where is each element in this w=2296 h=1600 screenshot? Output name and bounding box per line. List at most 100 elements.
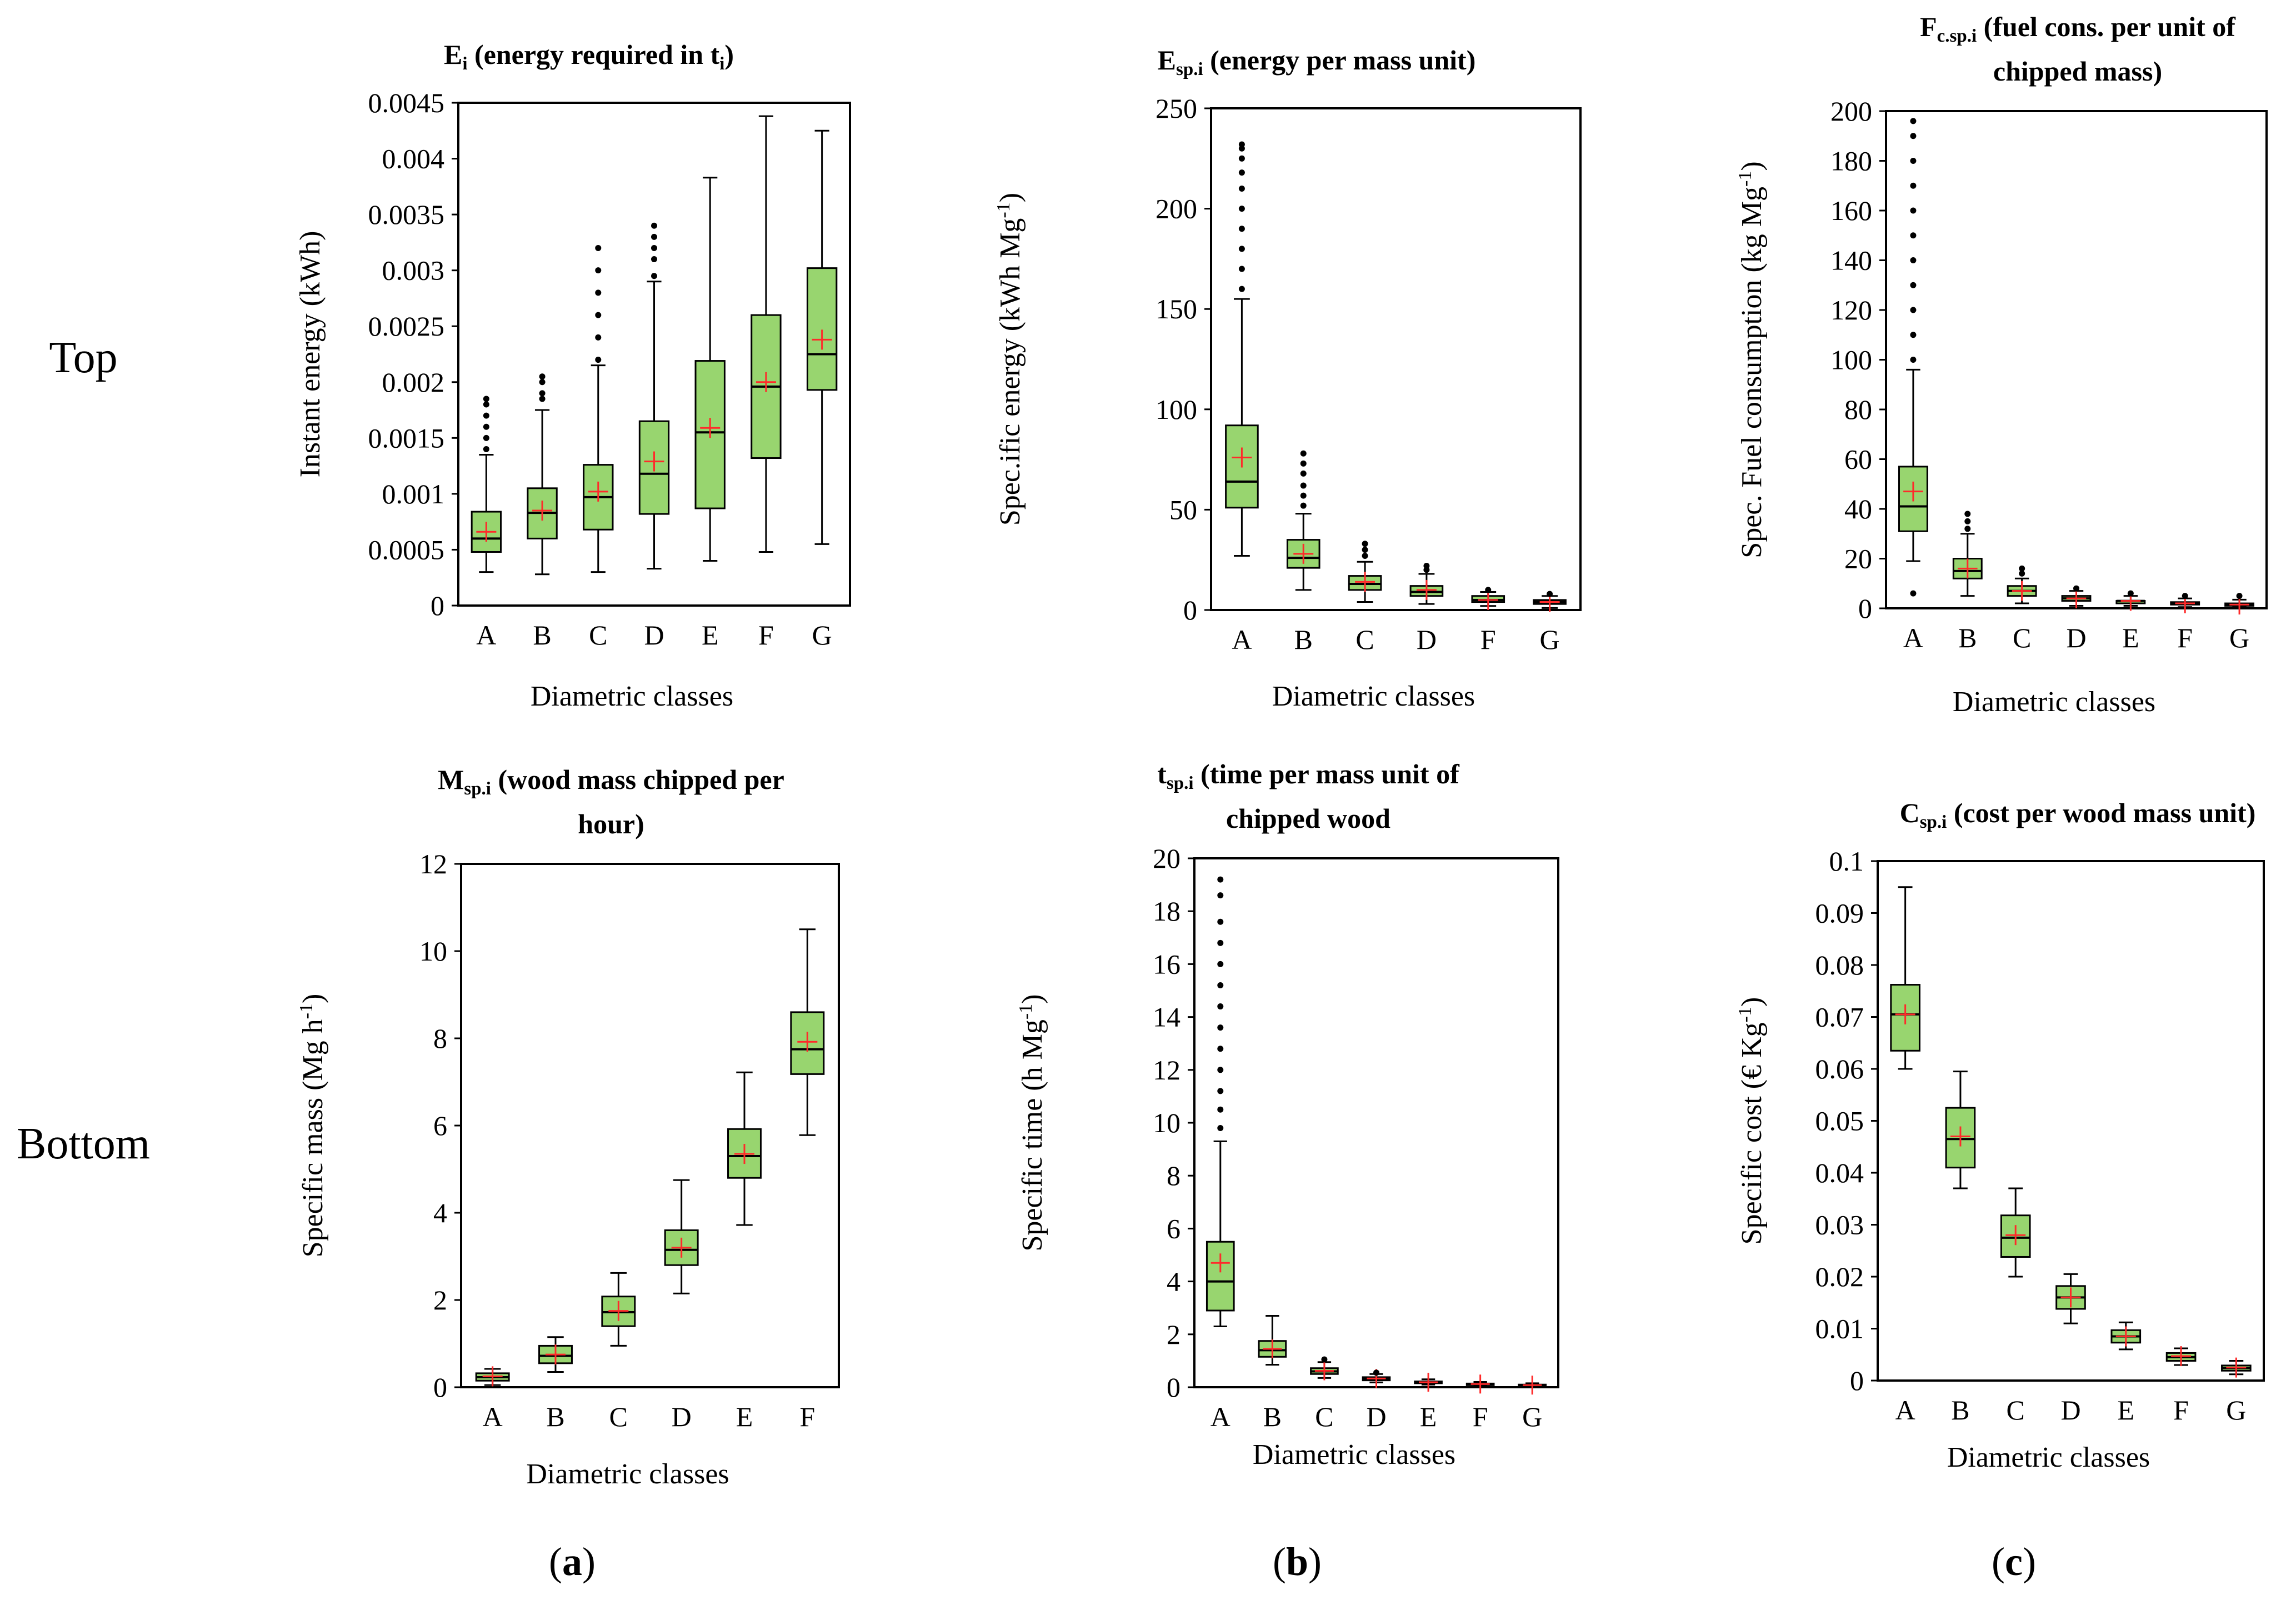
y-tick-label: 0.001	[382, 478, 445, 509]
chart-4: Msp.i (wood mass chipped per hour) Specifi…	[296, 764, 840, 1490]
y-tick-label: 0.05	[1815, 1106, 1864, 1137]
outlier-point	[1217, 876, 1224, 883]
panel-label-c: (c)	[1992, 1539, 2036, 1584]
y-axis-label: Specific cost (€ Kg-1)	[1735, 997, 1768, 1245]
y-tick-label: 0.003	[382, 255, 445, 286]
y-tick-label: 0	[1850, 1365, 1864, 1396]
x-tick-label: G	[812, 619, 832, 651]
y-tick-label: 0.0045	[368, 87, 445, 118]
y-tick-label: 0	[1183, 594, 1197, 626]
box-G	[2221, 1357, 2252, 1378]
outlier-point	[1238, 169, 1245, 176]
panel-label-a: (a)	[549, 1539, 596, 1584]
outlier-point	[1964, 518, 1971, 524]
x-tick-label: D	[2060, 1394, 2080, 1426]
outlier-point	[2019, 570, 2025, 577]
y-tick-label: 12	[1153, 1054, 1180, 1086]
box-C	[2000, 1187, 2031, 1278]
outlier-point	[1910, 118, 1917, 124]
outlier-point	[1910, 207, 1917, 214]
outlier-point	[1217, 1125, 1224, 1132]
y-axis-label: Spec. Fuel consumption (kg Mg-1)	[1735, 161, 1768, 558]
x-tick-label: B	[533, 619, 551, 651]
outlier-point	[483, 396, 489, 402]
box-B	[1286, 450, 1320, 591]
chart-title: Esp.i (energy per mass unit)	[1158, 44, 1476, 79]
outlier-point	[1423, 563, 1430, 569]
x-tick-label: E	[2118, 1394, 2135, 1426]
box-D	[1409, 563, 1444, 605]
plot-frame	[460, 863, 840, 1388]
x-axis-label: Diametric classes	[1253, 1439, 1455, 1471]
x-tick-label: C	[609, 1401, 628, 1432]
outlier-point	[2182, 593, 2188, 599]
outlier-point	[1910, 133, 1917, 139]
box-E	[727, 1071, 762, 1226]
y-tick-label: 0	[433, 1372, 447, 1403]
x-tick-label: C	[589, 619, 607, 651]
y-tick-label: 160	[1830, 195, 1872, 226]
outlier-point	[1238, 206, 1245, 212]
x-tick-label: E	[702, 619, 719, 651]
outlier-point	[1485, 587, 1492, 593]
outlier-point	[539, 390, 546, 397]
y-tick-label: 8	[433, 1023, 447, 1054]
outlier-point	[1238, 286, 1245, 292]
y-tick-label: 14	[1153, 1002, 1180, 1033]
outlier-point	[1362, 541, 1368, 547]
outlier-point	[2236, 593, 2243, 599]
y-tick-label: 6	[433, 1110, 447, 1141]
box-D	[638, 222, 670, 570]
y-tick-label: 0	[1167, 1372, 1180, 1403]
y-tick-label: 0.01	[1815, 1313, 1864, 1344]
box-F	[1471, 587, 1505, 610]
y-tick-label: 0.1	[1829, 846, 1864, 877]
outlier-point	[651, 244, 657, 251]
outlier-point	[595, 267, 602, 274]
outlier-point	[1362, 552, 1368, 559]
outlier-point	[1217, 982, 1224, 988]
y-tick-label: 0.08	[1815, 949, 1864, 981]
y-tick-label: 250	[1155, 93, 1197, 124]
outlier-point	[595, 334, 602, 341]
x-tick-label: G	[2229, 622, 2249, 653]
outlier-point	[595, 289, 602, 296]
x-tick-label: G	[2226, 1394, 2246, 1426]
outlier-point	[595, 244, 602, 251]
outlier-point	[539, 396, 546, 402]
box-A	[1898, 118, 1928, 597]
y-tick-label: 0.002	[382, 367, 445, 398]
chart-title-line2: hour)	[578, 808, 644, 839]
outlier-point	[1238, 185, 1245, 192]
outlier-point	[539, 379, 546, 386]
chart-title: Fc.sp.i (fuel cons. per unit of	[1920, 11, 2236, 46]
y-tick-label: 0.02	[1815, 1261, 1864, 1292]
y-tick-label: 18	[1153, 896, 1180, 927]
outlier-point	[1362, 547, 1368, 553]
y-tick-label: 0	[1858, 593, 1872, 624]
chart-title: Csp.i (cost per wood mass unit)	[1900, 797, 2256, 832]
box-C	[583, 244, 614, 573]
outlier-point	[2127, 590, 2134, 597]
outlier-point	[1238, 155, 1245, 162]
x-tick-label: A	[1232, 624, 1252, 655]
outlier-point	[1373, 1369, 1379, 1376]
outlier-point	[483, 412, 489, 419]
x-tick-label: F	[1480, 624, 1496, 655]
outlier-point	[1910, 590, 1917, 597]
x-tick-label: B	[1951, 1394, 1969, 1426]
outlier-point	[595, 357, 602, 363]
chart-title: Msp.i (wood mass chipped per	[438, 764, 784, 799]
box-G	[806, 129, 838, 545]
x-tick-label: E	[1420, 1401, 1437, 1432]
chart-title: Ei (energy required in ti)	[444, 39, 734, 74]
outlier-point	[1238, 226, 1245, 232]
y-tick-label: 0.0005	[368, 534, 445, 565]
x-tick-label: F	[2173, 1394, 2189, 1426]
y-tick-label: 40	[1844, 493, 1872, 524]
charts-group: Ei (energy required in ti) Instant energy…	[294, 11, 2268, 1490]
outlier-point	[1964, 526, 1971, 532]
outlier-point	[1300, 492, 1307, 499]
x-axis-label: Diametric classes	[1953, 686, 2155, 718]
